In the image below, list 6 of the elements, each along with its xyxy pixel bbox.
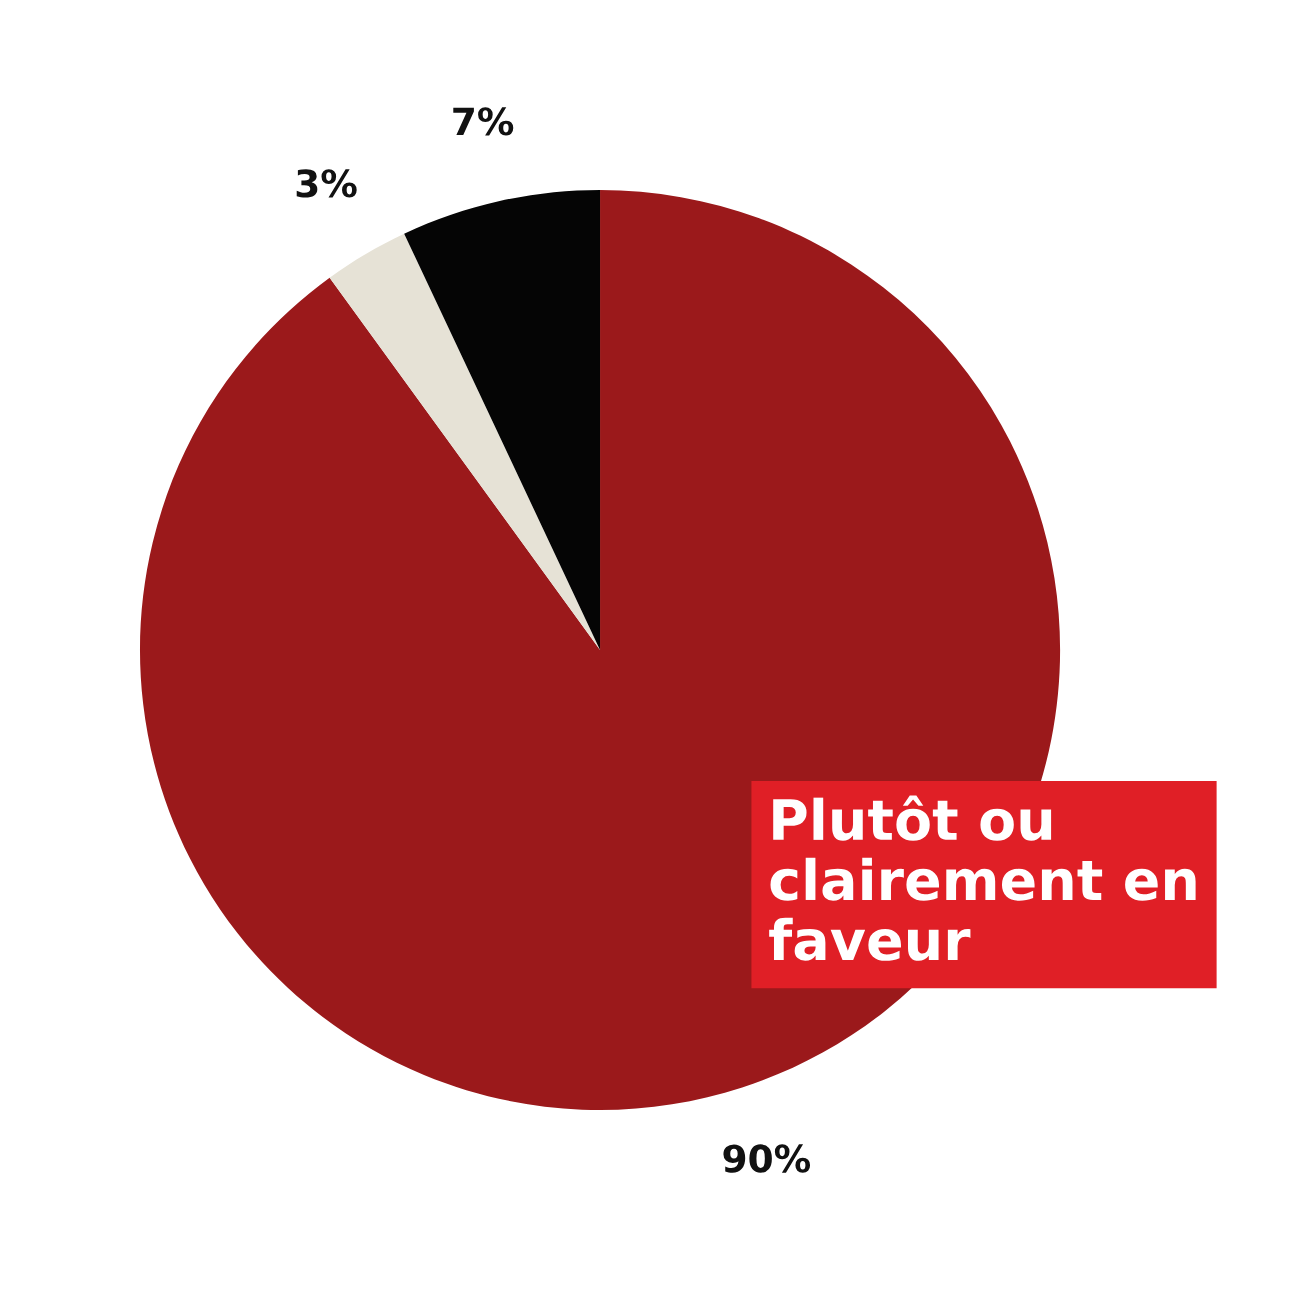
pie-slice [329,233,601,650]
data-label: 7% [453,107,514,136]
data-label: 3% [296,169,357,198]
slice-label: Plutôt ou clairement en faveur [769,795,1196,961]
data-label: 90% [723,1144,811,1173]
pie-slice [404,189,601,650]
